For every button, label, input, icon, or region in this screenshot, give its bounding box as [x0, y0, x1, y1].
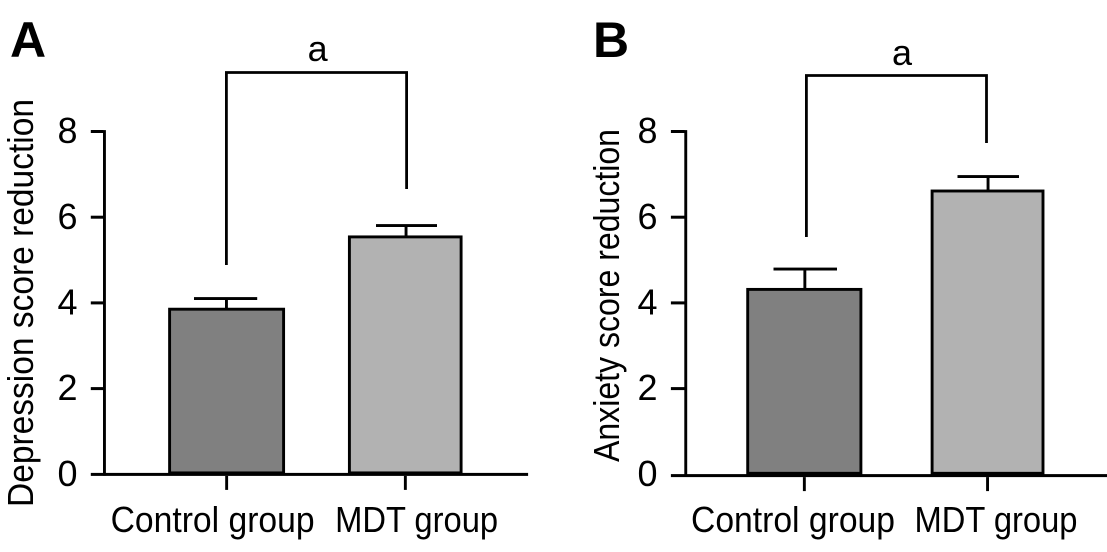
svg-text:8: 8 [57, 110, 77, 151]
svg-text:6: 6 [637, 196, 657, 237]
svg-text:Depression score reduction: Depression score reduction [0, 99, 41, 507]
svg-text:B: B [593, 12, 629, 68]
svg-text:6: 6 [57, 196, 77, 237]
svg-text:Anxiety score reduction: Anxiety score reduction [586, 129, 627, 462]
svg-text:2: 2 [57, 367, 77, 408]
svg-text:8: 8 [637, 110, 657, 151]
svg-text:MDT group: MDT group [915, 499, 1078, 540]
svg-text:Control group: Control group [691, 499, 895, 540]
svg-text:2: 2 [637, 367, 657, 408]
svg-text:a: a [892, 32, 913, 73]
svg-text:A: A [10, 12, 46, 68]
svg-text:0: 0 [57, 453, 77, 494]
svg-text:4: 4 [57, 282, 77, 323]
svg-text:MDT group: MDT group [335, 499, 498, 540]
svg-text:Control group: Control group [111, 499, 315, 540]
svg-text:0: 0 [637, 453, 657, 494]
svg-text:4: 4 [637, 282, 657, 323]
svg-text:a: a [308, 28, 329, 69]
